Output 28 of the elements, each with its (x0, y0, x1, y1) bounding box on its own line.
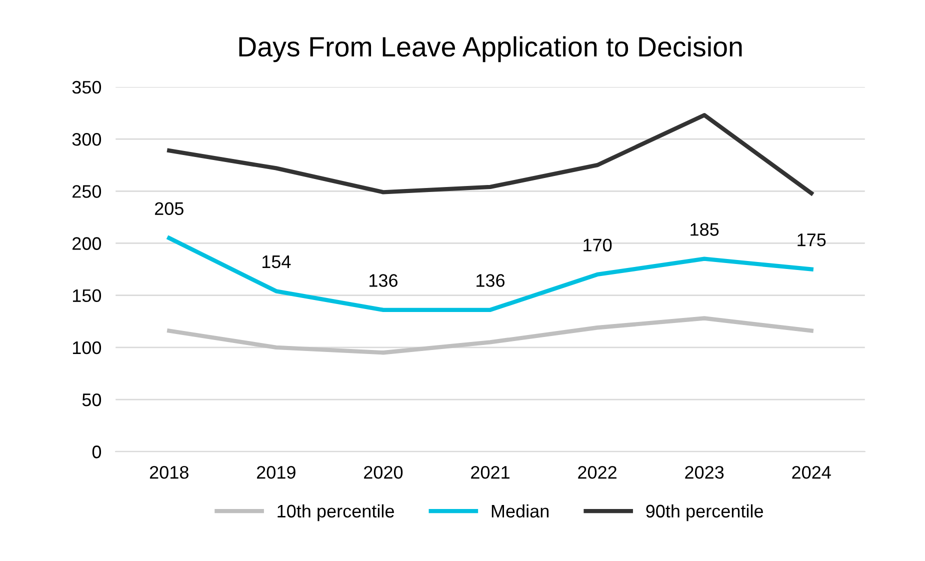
line-series (167, 113, 814, 196)
y-tick-label: 250 (72, 185, 102, 198)
data-label: 205 (154, 202, 184, 216)
y-tick-label: 50 (82, 393, 102, 406)
x-tick-label: 2019 (257, 466, 296, 479)
legend-label: Median (492, 504, 548, 518)
data-label: 136 (476, 274, 505, 287)
y-tick-label: 0 (92, 446, 102, 458)
y-tick-label: 100 (72, 341, 102, 354)
data-label: 175 (798, 234, 826, 246)
data-label: 170 (584, 238, 612, 252)
x-tick-label: 2023 (685, 466, 724, 479)
legend-label: 90th percentile (646, 504, 763, 522)
data-label: 185 (690, 223, 719, 236)
x-tick-label: 2020 (364, 466, 403, 479)
data-label: 136 (370, 274, 398, 287)
x-tick-label: 2018 (150, 466, 188, 479)
x-tick-label: 2024 (792, 466, 831, 479)
legend-label: 10th percentile (278, 504, 394, 522)
x-tick-label: 2021 (471, 466, 510, 479)
y-tick-label: 150 (72, 289, 102, 302)
line-series (167, 316, 814, 355)
y-tick-label: 200 (72, 237, 102, 250)
y-tick-label: 300 (72, 132, 102, 146)
x-tick-label: 2022 (578, 466, 616, 479)
chart-title: Days From Leave Application to Decision (239, 36, 742, 62)
y-tick-label: 350 (72, 80, 102, 94)
data-label: 154 (262, 256, 291, 268)
